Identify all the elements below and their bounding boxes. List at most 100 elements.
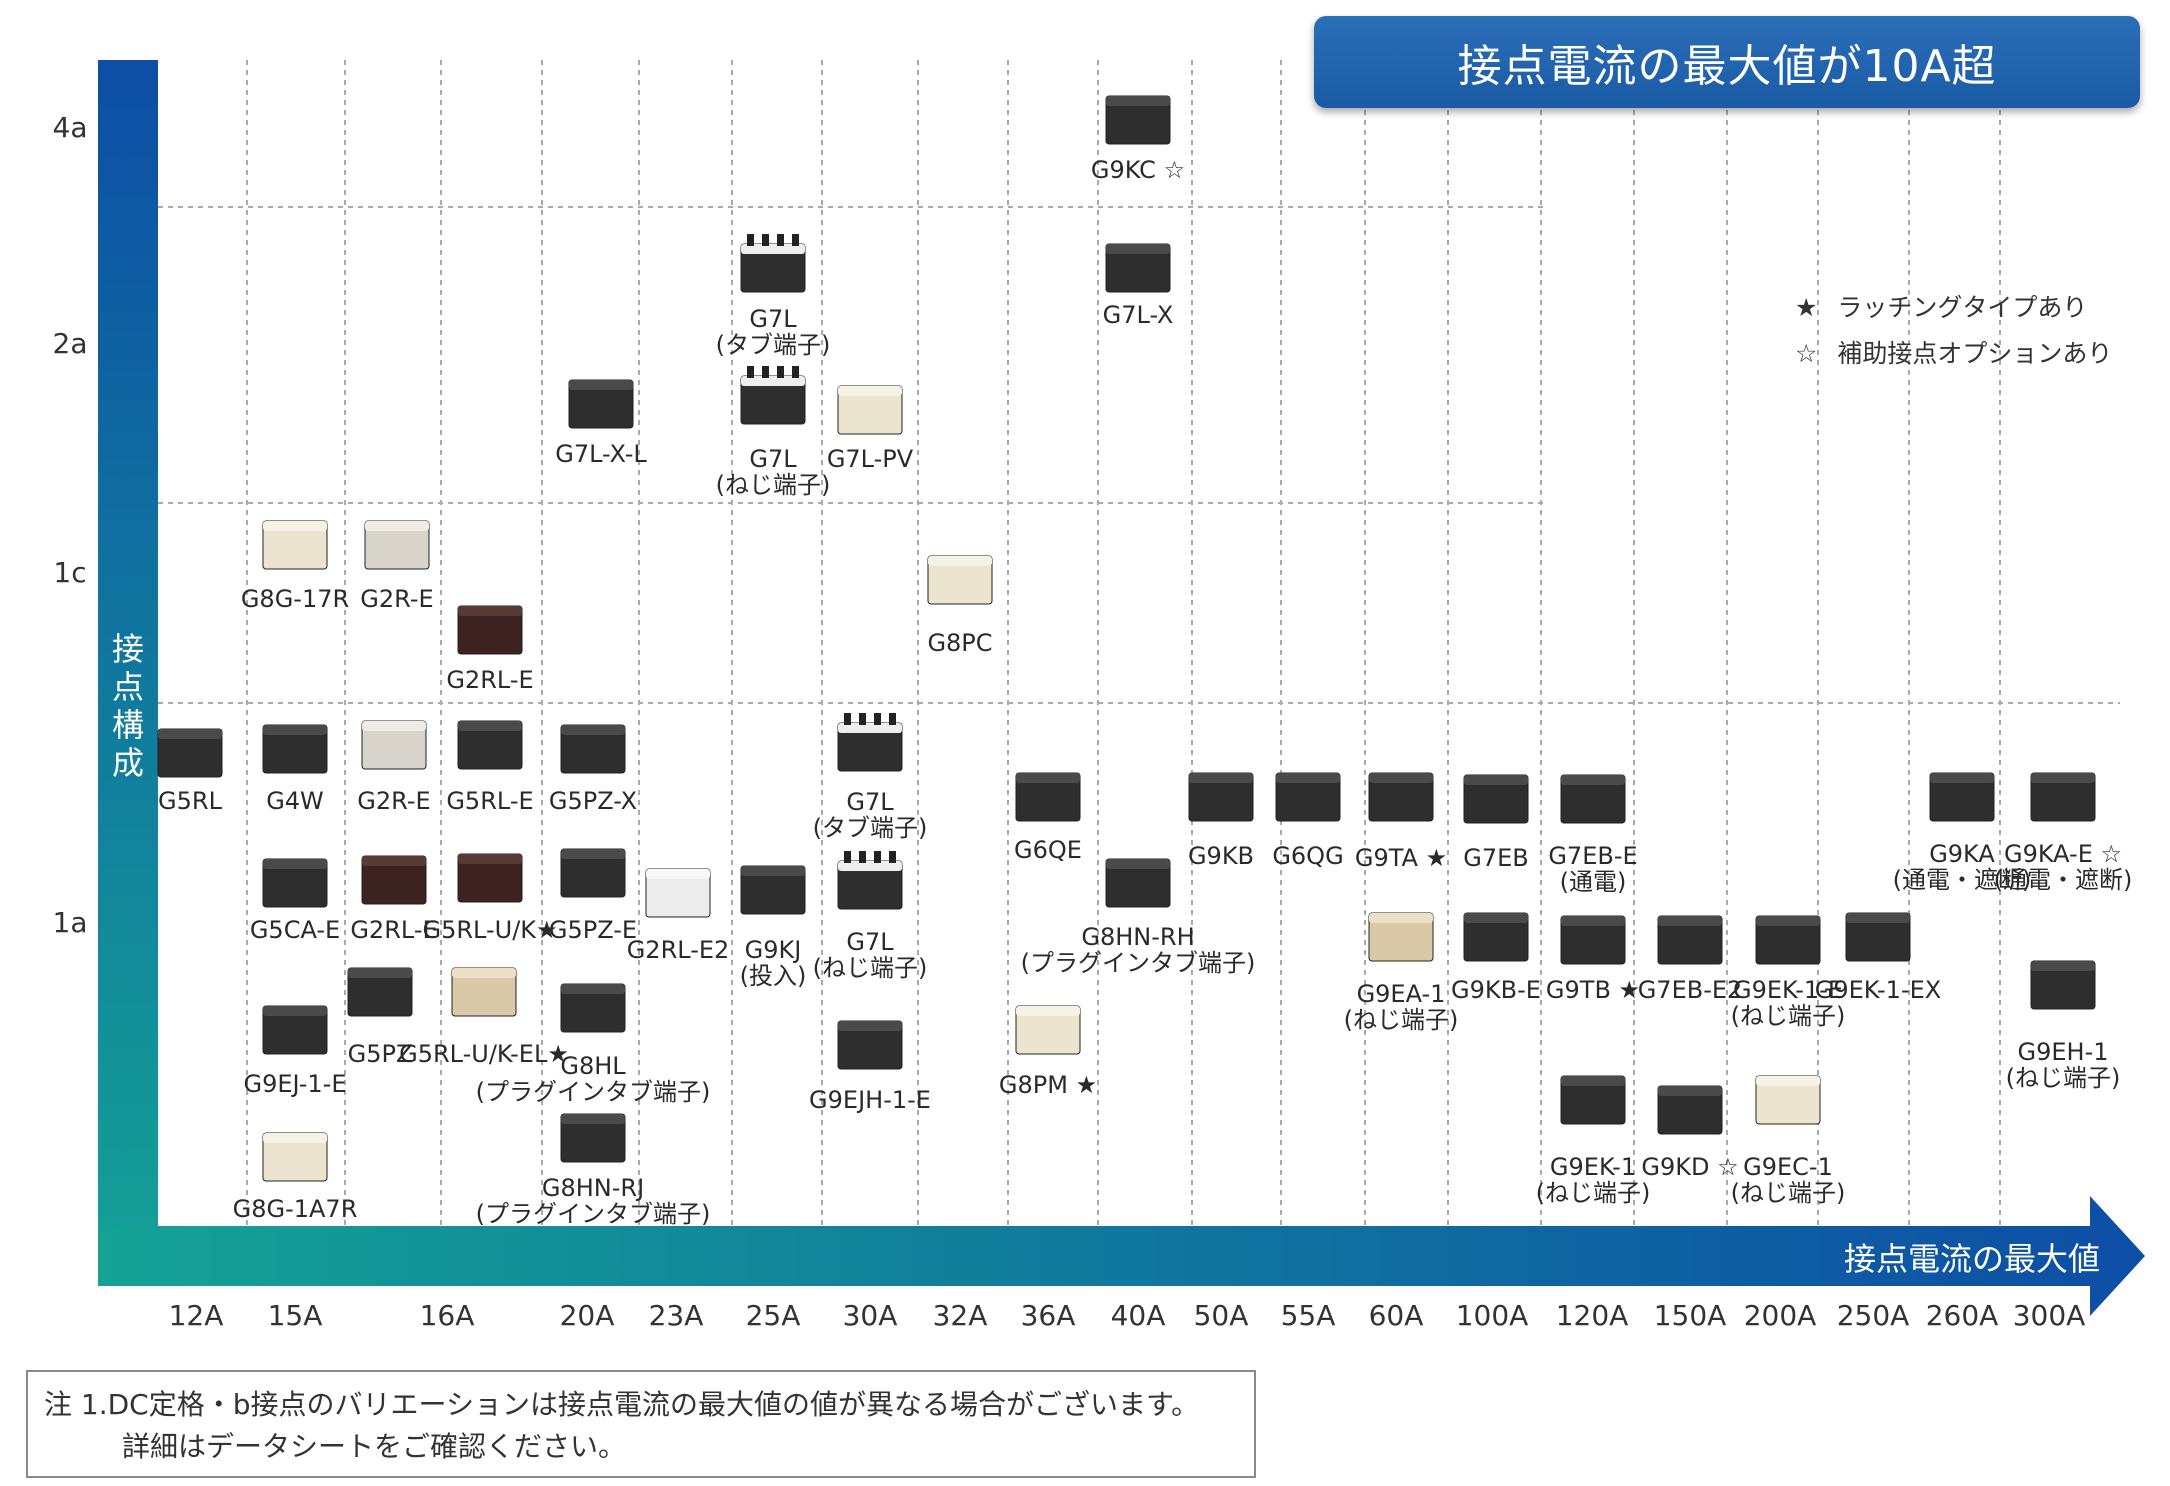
product-item: G5RL-U/K-EL★ [399,967,569,1068]
footnote-line-2: 詳細はデータシートをご確認ください。 [122,1430,627,1463]
product-item: G5RL-U/K★ [422,853,558,944]
relay-photo-top [561,725,625,735]
relay-photo-top [1016,773,1080,783]
product-label-line: (通電・遮断) [1994,866,2133,894]
x-tick-label: 100A [1456,1299,1529,1332]
footnote-box: 注 1.DC定格・b接点のバリエーションは接点電流の最大値の値が異なる場合がござ… [26,1370,1256,1478]
relay-photo-top [458,606,522,616]
legend-latching-text: ラッチングタイプあり [1837,293,2088,322]
product-label-line: G2R-E [357,787,430,815]
relay-photo-top [741,866,805,876]
product-item: G9EK-1-EX [1815,912,1941,1004]
product-label: G7L (ねじ端子) [813,928,928,982]
product-item: G7L (ねじ端子) [813,851,928,982]
product-label: G5RL-E [446,787,533,815]
product-label: G8HL (プラグインタブ端子) [476,1052,711,1106]
relay-terminal [762,234,769,246]
grid-lines [158,60,2120,1226]
product-label: G8HN-RH (プラグインタブ端子) [1021,923,1256,977]
product-label-line: (通電) [1560,868,1627,896]
product-item: G9KB [1188,772,1254,870]
relay-photo-top [365,521,429,531]
product-label: G7L-PV [827,445,914,473]
product-label-line: (プラグインタブ端子) [476,1078,711,1106]
product-item: G9KJ (投入) [740,865,807,990]
product-label: G9EK-1-E (ねじ端子) [1731,976,1846,1030]
product-label: G9KB [1188,842,1254,870]
product-label: G2R-E [360,585,433,613]
x-tick-label: 260A [1926,1299,1999,1332]
product-item: G5RL-E [446,720,534,815]
product-label-line: G5CA-E [250,916,340,944]
product-item: G8PC [927,555,993,657]
relay-photo-top [1561,916,1625,926]
product-label: G6QG [1272,842,1343,870]
product-item: G9EJH-1-E [809,1020,931,1114]
product-label: G7EB-E2 [1638,976,1743,1004]
product-label: G7L (タブ端子) [716,305,831,359]
relay-photo-top [263,859,327,869]
product-label-line: G5PZ [348,1040,413,1068]
relay-photo-top [158,729,222,739]
relay-terminal [777,234,784,246]
product-label-line: G8PM ★ [999,1071,1097,1099]
relay-photo-top [1464,913,1528,923]
product-item: G2RL-E [350,855,438,944]
product-item: G8G-1A7R [233,1132,357,1223]
product-label-line: G9KA [1929,840,1995,868]
product-label: G5RL-U/K-EL★ [399,1040,569,1068]
relay-terminal [859,851,866,863]
product-label-line: G4W [266,787,324,815]
relay-photo-top [452,968,516,978]
product-item: G7L-PV [827,385,914,473]
x-tick-label: 30A [843,1299,898,1332]
x-tick-label: 12A [169,1299,224,1332]
product-item: G7L (タブ端子) [813,713,927,842]
product-label-line: (通電・遮断) [1893,866,2032,894]
x-tick-label: 300A [2013,1299,2086,1332]
relay-photo-top [1561,1076,1625,1086]
product-label-line: G8HL [560,1052,626,1080]
relay-photo-top [263,1133,327,1143]
product-label: G5CA-E [250,916,340,944]
product-label-line: G9KD ☆ [1641,1153,1738,1181]
y-tick-labels: 4a 2a 1c 1a [53,111,88,939]
relay-photo-top [561,849,625,859]
product-item: G9EJ-1-E [243,1005,347,1098]
product-label: G2RL-E [350,916,437,944]
y-tick-label: 1c [53,556,86,589]
product-label: G9KC ☆ [1091,156,1185,184]
y-axis-label-char: 接 [112,630,144,668]
product-label: G9KA-E ☆ (通電・遮断) [1994,840,2133,894]
product-item: G7EB [1463,774,1529,872]
product-label-line: G7L-PV [827,445,914,473]
product-label-line: G9KA-E ☆ [2004,840,2122,868]
product-label: G9EH-1 (ねじ端子) [2006,1038,2121,1092]
product-label: G7L-X-L [555,440,647,468]
relay-photo-top [646,869,710,879]
product-item: G9EK-1-E (ねじ端子) [1731,915,1846,1030]
product-label-line: (ねじ端子) [813,954,928,982]
product-label-line: (ねじ端子) [1731,1179,1846,1207]
product-label: G9EC-1 (ねじ端子) [1731,1153,1846,1207]
product-label-line: G9KB-E [1451,976,1541,1004]
product-label: G9KA (通電・遮断) [1893,840,2032,894]
relay-terminal [859,713,866,725]
product-label-line: G7L [749,445,797,473]
relay-photo-top [1756,1076,1820,1086]
x-tick-label: 55A [1281,1299,1336,1332]
product-label-line: G2RL-E2 [627,936,730,964]
legend-latching: ★ ラッチングタイプあり [1795,288,2087,324]
product-label: G5RL-U/K★ [422,916,557,944]
relay-terminal [747,234,754,246]
y-axis-label-char: 構 [112,706,144,744]
relay-photo-top [1276,773,1340,783]
product-label-line: G9EK-1-E [1733,976,1843,1004]
product-label: G9EJH-1-E [809,1086,931,1114]
product-label-line: G9EK-1-EX [1815,976,1941,1004]
product-label-line: (投入) [740,962,807,990]
product-label-line: G9EA-1 [1357,980,1446,1008]
relay-photo-top [2031,773,2095,783]
product-item: G9KC ☆ [1091,95,1185,184]
